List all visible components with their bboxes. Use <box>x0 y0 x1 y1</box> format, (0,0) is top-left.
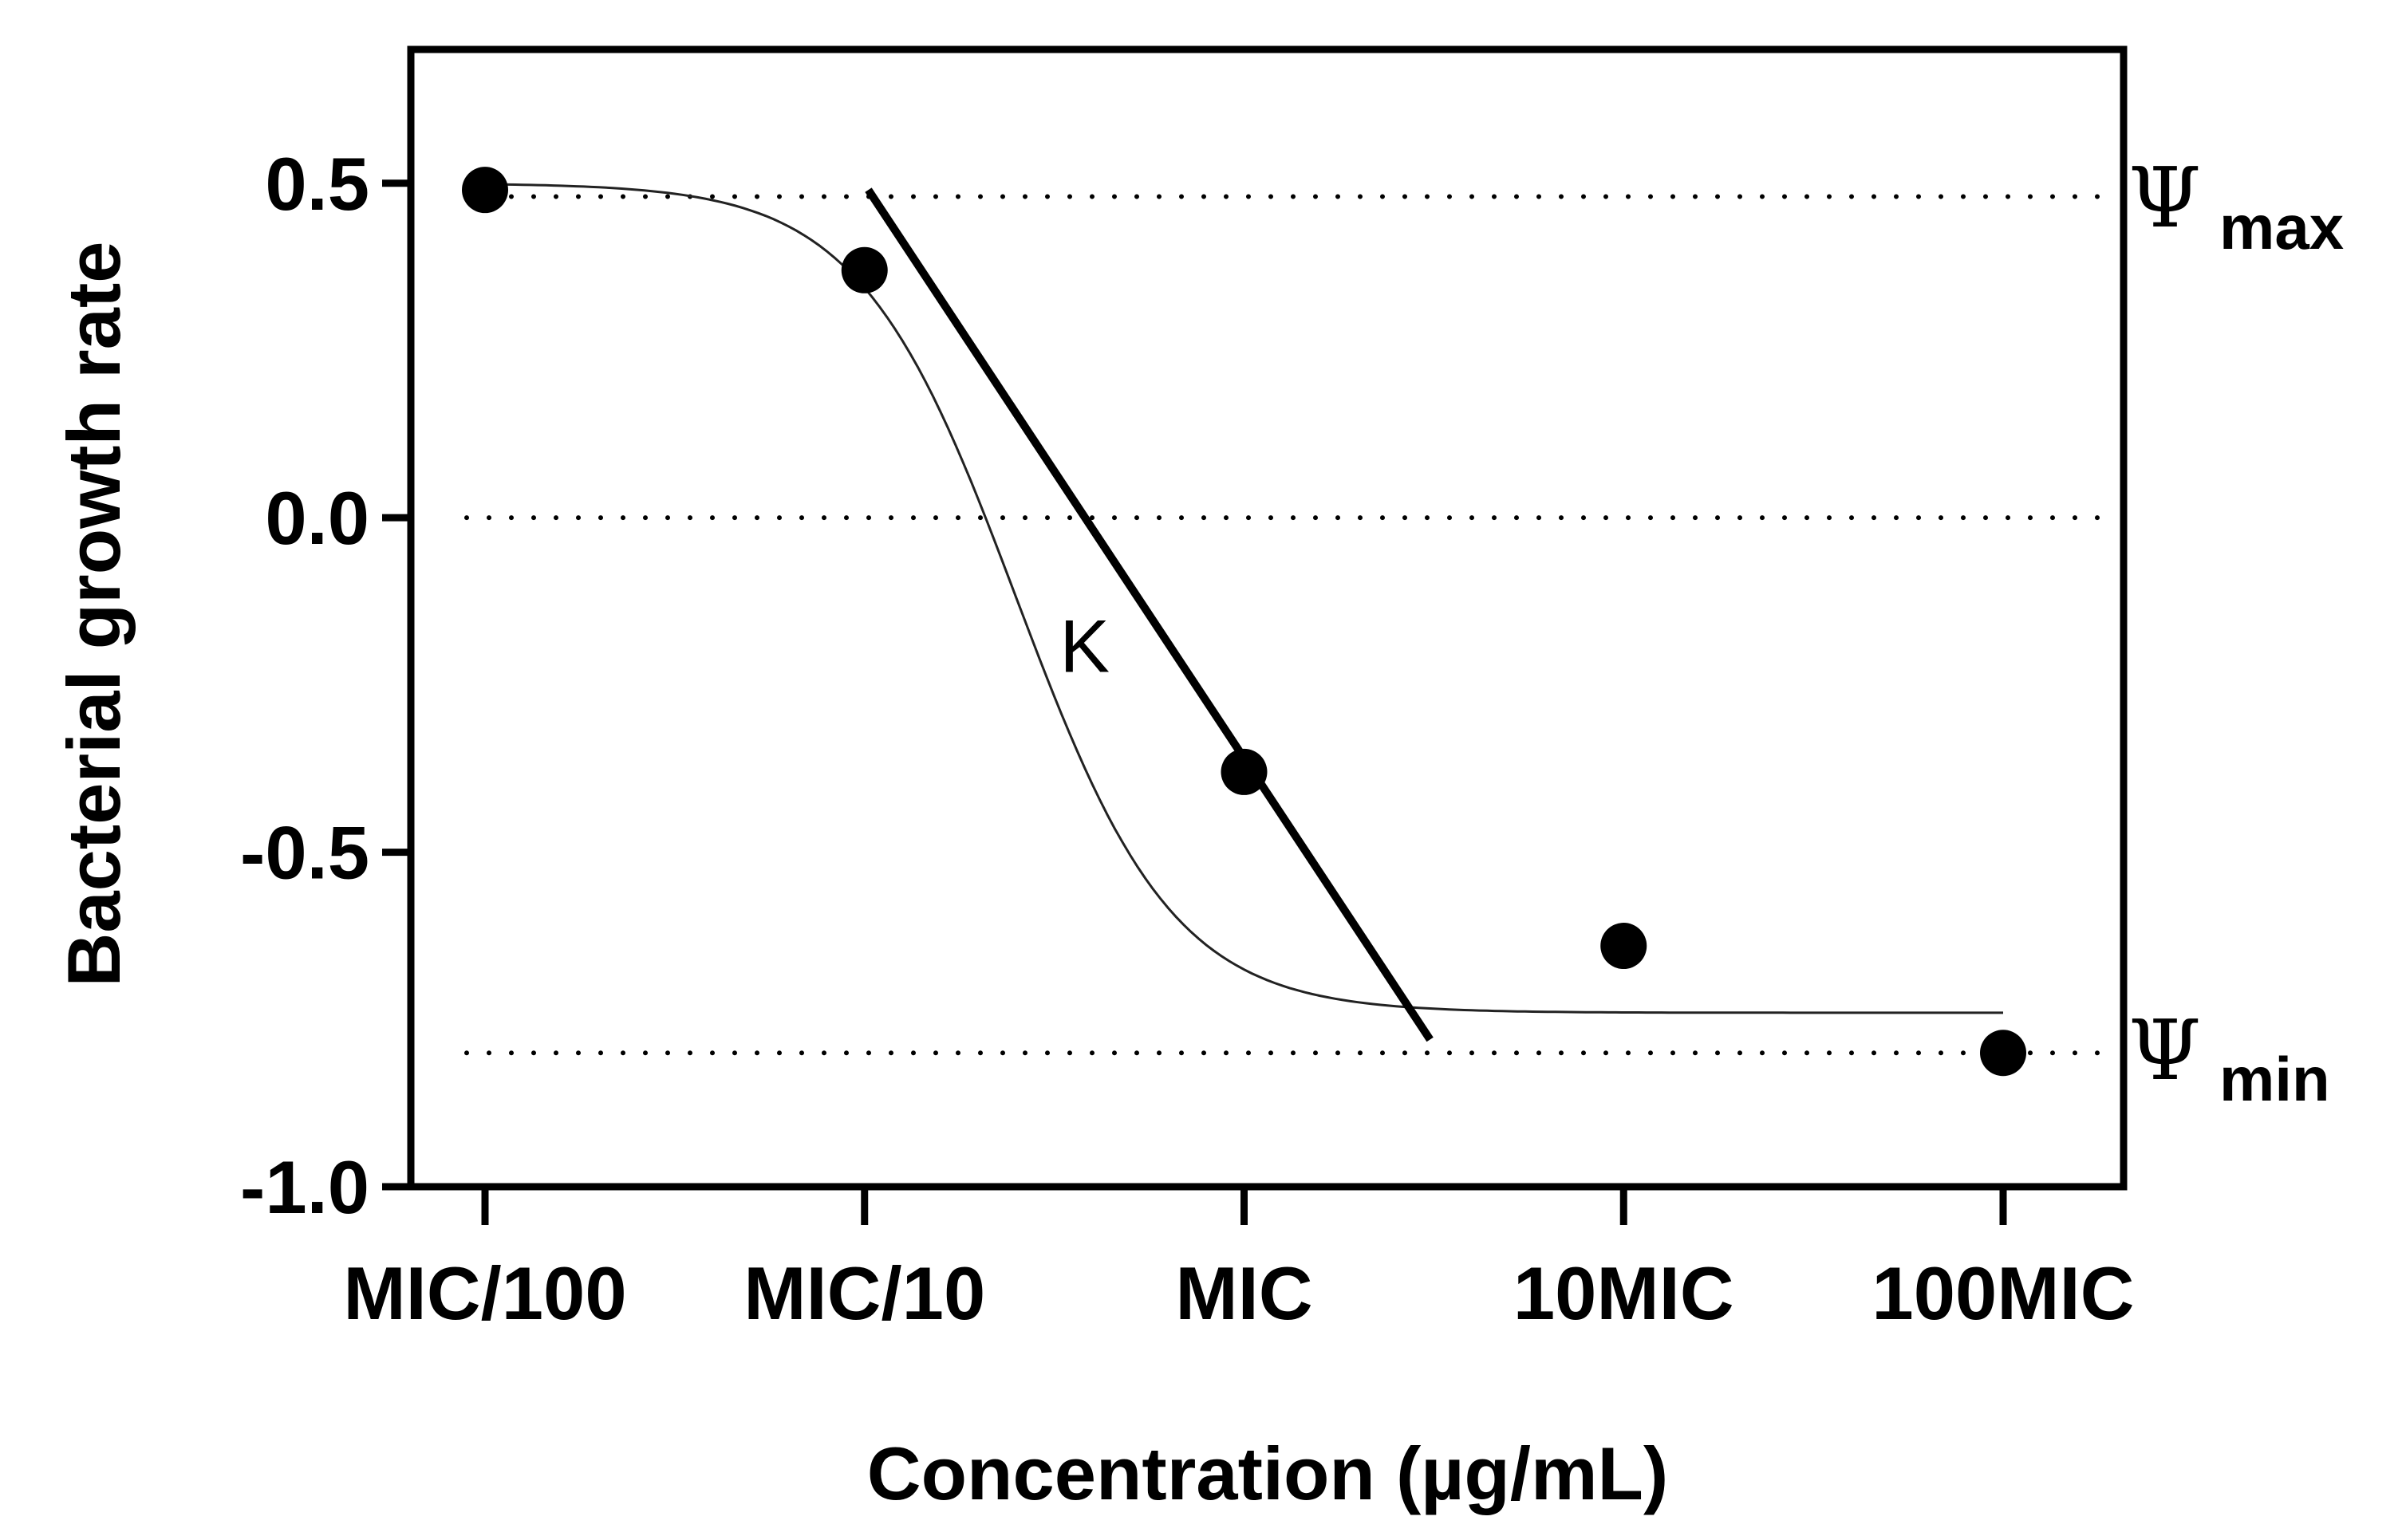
y-axis: 0.5 0.0 -0.5 -1.0 <box>240 142 411 1229</box>
psi-min-symbol: Ψ <box>2128 1002 2201 1099</box>
x-tick-label: 100MIC <box>1872 1251 2134 1335</box>
data-point-MIC/100 <box>462 167 508 214</box>
psi-max-subscript: max <box>2219 192 2344 262</box>
psi-max-label: Ψ max <box>2128 149 2344 262</box>
psi-min-label: Ψ min <box>2128 1002 2330 1114</box>
x-axis-title: Concentration (µg/mL) <box>867 1432 1669 1515</box>
tangent-line-layer <box>865 187 1434 1042</box>
reference-lines <box>464 194 2112 1056</box>
x-tick-label: MIC/100 <box>343 1251 626 1335</box>
data-point-10MIC <box>1600 923 1647 970</box>
fitted-curve <box>484 183 2003 1014</box>
plot-frame <box>407 45 2128 1191</box>
x-tick-label: 10MIC <box>1513 1251 1734 1335</box>
x-tick-label: MIC <box>1175 1251 1312 1335</box>
plot-frame-rect <box>407 45 2128 1191</box>
y-tick-label: 0.0 <box>265 476 369 560</box>
psi-min-subscript: min <box>2219 1044 2330 1114</box>
slope-label-k: K <box>1059 605 1110 688</box>
fitted-curve-layer <box>484 183 2003 1014</box>
y-tick-label: 0.5 <box>265 142 369 226</box>
psi-max-symbol: Ψ <box>2128 149 2201 246</box>
data-point-MIC <box>1221 748 1268 795</box>
data-point-100MIC <box>1980 1030 2026 1077</box>
data-point-MIC/10 <box>841 246 888 293</box>
x-tick-label: MIC/10 <box>743 1251 985 1335</box>
tangent-line <box>865 187 1434 1042</box>
y-tick-label: -0.5 <box>240 811 369 895</box>
y-axis-title: Bacterial growth rate <box>52 241 136 987</box>
x-axis: MIC/100 MIC/10 MIC 10MIC 100MIC <box>343 1187 2135 1335</box>
data-points <box>462 167 2026 1077</box>
y-tick-label: -1.0 <box>240 1145 369 1229</box>
